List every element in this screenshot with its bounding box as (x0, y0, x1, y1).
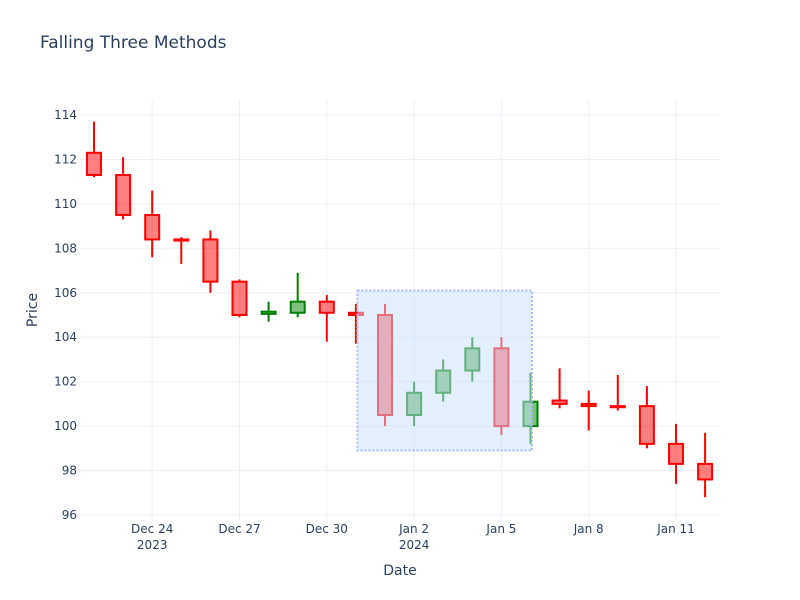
x-tick-year: 2024 (399, 538, 430, 552)
y-tick-label: 102 (54, 375, 77, 389)
y-tick-label: 104 (54, 330, 77, 344)
candle[interactable] (580, 390, 597, 431)
x-axis-title: Date (383, 563, 416, 579)
x-tick-label: Dec 30 (306, 522, 348, 536)
candle[interactable] (173, 237, 190, 264)
candle[interactable] (668, 423, 684, 484)
y-tick-label: 96 (62, 508, 77, 522)
candle[interactable] (86, 121, 102, 178)
candle[interactable] (202, 230, 219, 293)
candle[interactable] (115, 157, 132, 220)
y-tick-label: 110 (54, 197, 77, 211)
candle[interactable] (638, 386, 655, 449)
x-tick-label: Jan 11 (656, 522, 695, 536)
x-tick-label: Jan 8 (573, 522, 604, 536)
y-tick-label: 98 (62, 464, 77, 478)
y-tick-label: 114 (54, 108, 77, 122)
candle[interactable] (318, 295, 335, 342)
y-axis-title: Price (25, 293, 41, 327)
y-tick-label: 108 (54, 241, 77, 255)
candle[interactable] (144, 190, 161, 258)
x-tick-label: Dec 27 (218, 522, 260, 536)
x-tick-label: Jan 5 (485, 522, 516, 536)
x-tick-label: Dec 24 (131, 522, 173, 536)
y-tick-label: 106 (54, 286, 77, 300)
x-tick-label: Jan 2 (398, 522, 429, 536)
y-tick-label: 100 (54, 419, 77, 433)
candle[interactable] (231, 279, 248, 318)
pattern-highlight (356, 289, 533, 452)
y-tick-label: 112 (54, 152, 77, 166)
chart-title: Falling Three Methods (40, 33, 227, 53)
candle[interactable] (289, 272, 306, 318)
candle[interactable] (697, 432, 714, 498)
candle[interactable] (551, 368, 568, 409)
candle[interactable] (260, 301, 277, 322)
candle[interactable] (609, 375, 626, 411)
x-tick-year: 2023 (137, 538, 168, 552)
